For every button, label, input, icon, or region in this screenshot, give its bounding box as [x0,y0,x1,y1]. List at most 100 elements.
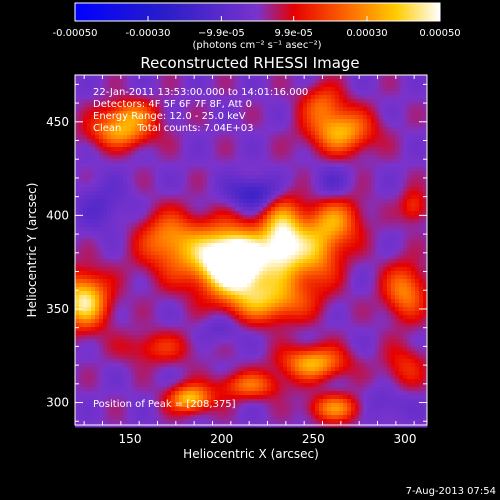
heatmap-cell [283,131,288,136]
heatmap-cell [171,99,176,104]
heatmap-cell [123,219,128,224]
heatmap-cell [391,179,396,184]
heatmap-cell [347,87,352,92]
heatmap-cell [187,175,192,180]
heatmap-cell [299,223,304,228]
heatmap-cell [339,223,344,228]
heatmap-cell [107,115,112,120]
heatmap-cell [331,255,336,260]
heatmap-cell [87,119,92,124]
heatmap-cell [359,107,364,112]
heatmap-cell [331,179,336,184]
heatmap-cell [203,119,208,124]
heatmap-cell [323,263,328,268]
heatmap-cell [347,191,352,196]
heatmap-cell [219,187,224,192]
heatmap-cell [191,199,196,204]
heatmap-cell [147,203,152,208]
heatmap-cell [275,187,280,192]
heatmap-cell [271,99,276,104]
heatmap-cell [303,239,308,244]
heatmap-cell [343,243,348,248]
heatmap-cell [299,83,304,88]
heatmap-cell [215,247,220,252]
heatmap-cell [419,83,424,88]
heatmap-cell [275,175,280,180]
heatmap-cell [207,251,212,256]
heatmap-cell [379,151,384,156]
heatmap-cell [383,263,388,268]
heatmap-cell [263,139,268,144]
heatmap-cell [391,247,396,252]
heatmap-cell [123,279,128,284]
heatmap-cell [143,167,148,172]
heatmap-cell [167,227,172,232]
heatmap-cell [367,215,372,220]
heatmap-cell [115,175,120,180]
heatmap-cell [411,243,416,248]
heatmap-cell [359,239,364,244]
heatmap-cell [127,155,132,160]
heatmap-cell [391,95,396,100]
heatmap-cell [119,223,124,228]
heatmap-cell [415,295,420,300]
heatmap-cell [339,131,344,136]
heatmap-cell [375,239,380,244]
heatmap-cell [199,211,204,216]
heatmap-cell [311,187,316,192]
heatmap-cell [227,75,232,80]
heatmap-cell [323,231,328,236]
heatmap-cell [187,211,192,216]
heatmap-cell [267,279,272,284]
heatmap-cell [403,187,408,192]
heatmap-cell [219,159,224,164]
heatmap-cell [123,199,128,204]
heatmap-cell [227,111,232,116]
heatmap-cell [119,295,124,300]
heatmap-cell [335,115,340,120]
heatmap-cell [143,163,148,168]
heatmap-cell [371,159,376,164]
heatmap-cell [223,147,228,152]
heatmap-cell [163,119,168,124]
heatmap-cell [283,191,288,196]
heatmap-cell [87,123,92,128]
heatmap-cell [319,199,324,204]
heatmap-cell [99,215,104,220]
heatmap-cell [383,95,388,100]
heatmap-cell [279,155,284,160]
heatmap-cell [223,99,228,104]
heatmap-cell [351,111,356,116]
heatmap-cell [307,135,312,140]
heatmap-cell [175,99,180,104]
heatmap-cell [199,95,204,100]
heatmap-cell [299,215,304,220]
heatmap-cell [107,223,112,228]
heatmap-cell [143,239,148,244]
heatmap-cell [219,139,224,144]
heatmap-cell [239,231,244,236]
heatmap-cell [275,191,280,196]
heatmap-cell [335,263,340,268]
heatmap-cell [159,287,164,292]
heatmap-cell [147,239,152,244]
heatmap-cell [171,223,176,228]
heatmap-cell [207,275,212,280]
heatmap-cell [79,203,84,208]
heatmap-cell [127,207,132,212]
heatmap-cell [307,267,312,272]
heatmap-cell [231,203,236,208]
heatmap-cell [287,251,292,256]
heatmap-cell [327,231,332,236]
heatmap-cell [307,295,312,300]
heatmap-cell [379,291,384,296]
heatmap-cell [171,131,176,136]
heatmap-cell [319,235,324,240]
heatmap-cell [319,291,324,296]
heatmap-cell [87,255,92,260]
heatmap-cell [383,255,388,260]
heatmap-cell [179,215,184,220]
heatmap-cell [271,223,276,228]
heatmap-cell [187,227,192,232]
heatmap-cell [391,123,396,128]
